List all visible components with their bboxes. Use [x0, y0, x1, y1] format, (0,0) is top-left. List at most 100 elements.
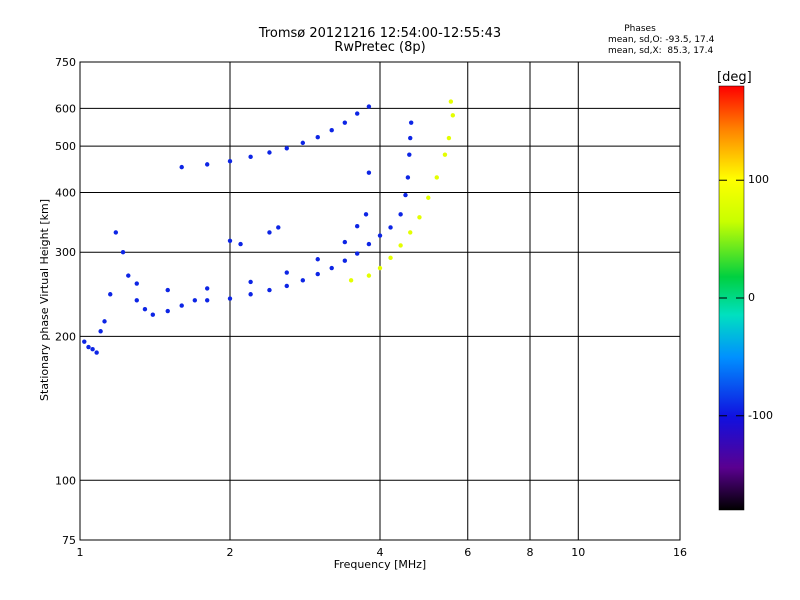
- data-point-o: [388, 225, 393, 230]
- colorbar-unit: [deg]: [717, 70, 752, 85]
- data-point-x: [348, 278, 354, 283]
- data-point-o: [126, 273, 131, 278]
- x-tick-label: 16: [673, 546, 687, 559]
- data-point-o: [227, 296, 233, 301]
- data-point-o: [366, 104, 372, 109]
- data-point-o: [227, 238, 233, 243]
- x-tick-label: 2: [227, 546, 234, 559]
- data-point-o: [150, 312, 156, 317]
- data-point-x: [426, 195, 431, 200]
- data-point-o: [398, 212, 403, 217]
- x-tick-label: 8: [527, 546, 534, 559]
- y-tick-label: 200: [55, 330, 76, 343]
- data-point-o: [354, 251, 360, 256]
- data-point-o: [366, 241, 372, 247]
- y-tick-label: 750: [55, 56, 76, 69]
- y-axis-label: Stationary phase Virtual Height [km]: [38, 199, 51, 401]
- data-point-o: [204, 162, 210, 167]
- x-tick-label: 1: [77, 546, 84, 559]
- data-point-o: [300, 278, 306, 283]
- data-point-o: [165, 308, 170, 314]
- chart-subtitle: RwPretec (8p): [334, 40, 426, 55]
- data-point-x: [434, 175, 439, 180]
- data-point-o: [227, 159, 233, 164]
- data-point-o: [204, 298, 210, 303]
- data-point-o: [342, 120, 348, 125]
- data-point-o: [267, 287, 272, 293]
- data-point-o: [276, 225, 281, 230]
- data-point-o: [248, 292, 253, 297]
- data-point-o: [267, 230, 272, 235]
- data-point-o: [192, 298, 198, 303]
- colorbar-tick-label: -100: [748, 408, 773, 422]
- data-point-o: [134, 298, 139, 303]
- data-point-o: [300, 140, 306, 146]
- phases-o-mode: mean, sd,O: -93.5, 17.4: [608, 35, 715, 45]
- x-axis-label: Frequency [MHz]: [334, 558, 426, 571]
- data-point-o: [108, 292, 113, 297]
- x-tick-label: 6: [464, 546, 471, 559]
- data-point-o: [366, 170, 372, 175]
- grid-lines: [79, 61, 681, 541]
- chart-title: Tromsø 20121216 12:54:00-12:55:43: [258, 26, 502, 41]
- x-tick-label: 10: [571, 546, 585, 559]
- data-point-o: [267, 150, 272, 155]
- data-point-o: [407, 152, 412, 157]
- data-point-o: [329, 127, 334, 133]
- data-point-x: [366, 273, 372, 278]
- data-point-x: [408, 230, 413, 235]
- data-point-x: [388, 255, 393, 261]
- data-point-o: [342, 258, 348, 263]
- y-tick-label: 75: [62, 534, 76, 547]
- x-tick-label: 4: [377, 546, 384, 559]
- data-point-o: [354, 224, 360, 229]
- data-point-o: [354, 111, 360, 116]
- data-point-o: [315, 135, 320, 140]
- data-point-o: [284, 146, 289, 151]
- data-point-o: [248, 279, 253, 285]
- data-point-x: [377, 265, 383, 271]
- data-point-o: [204, 286, 210, 291]
- data-point-o: [120, 250, 126, 255]
- data-point-x: [448, 99, 454, 104]
- data-point-o: [315, 271, 320, 277]
- data-point-o: [342, 239, 348, 245]
- data-point-o: [82, 339, 87, 344]
- y-tick-label: 600: [55, 102, 76, 115]
- data-point-o: [363, 212, 369, 217]
- data-points: [82, 99, 456, 355]
- data-point-o: [315, 257, 320, 262]
- data-point-o: [113, 230, 119, 235]
- data-point-o: [98, 329, 103, 334]
- data-point-o: [284, 283, 289, 289]
- data-point-o: [284, 270, 289, 275]
- colorbar-ticks: [719, 179, 744, 417]
- data-point-o: [329, 265, 334, 271]
- plot-frame: [79, 61, 681, 541]
- data-point-o: [86, 344, 91, 350]
- data-point-o: [165, 287, 170, 293]
- data-point-o: [377, 233, 383, 238]
- colorbar-tick-label: 0: [748, 291, 755, 304]
- y-tick-label: 100: [55, 474, 76, 487]
- data-point-x: [442, 152, 448, 157]
- data-point-x: [446, 135, 452, 141]
- data-point-o: [405, 175, 411, 180]
- data-point-o: [248, 154, 253, 160]
- y-tick-label: 300: [55, 246, 76, 259]
- data-point-o: [134, 281, 139, 286]
- data-point-o: [408, 120, 414, 125]
- data-point-o: [90, 347, 95, 352]
- data-point-x: [450, 113, 456, 118]
- phases-heading: Phases: [624, 24, 656, 34]
- y-tick-label: 500: [55, 140, 76, 153]
- data-point-o: [94, 350, 99, 355]
- data-point-x: [398, 243, 403, 248]
- data-point-o: [238, 241, 243, 247]
- data-point-o: [179, 303, 184, 308]
- data-point-o: [142, 306, 148, 312]
- y-tick-label: 400: [55, 186, 76, 199]
- data-point-o: [102, 319, 107, 324]
- colorbar-tick-label: 100: [748, 173, 769, 187]
